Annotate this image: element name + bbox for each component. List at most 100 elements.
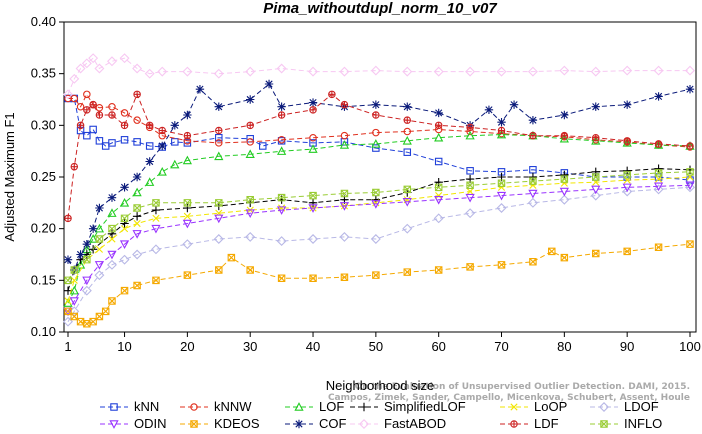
point-knnw-3 — [83, 90, 91, 99]
legend-marker-ldf — [510, 420, 518, 428]
point-odin-4 — [107, 250, 117, 260]
series-line-inflo — [67, 171, 691, 281]
point-inflo-23 — [654, 169, 663, 177]
series-ldf — [64, 90, 694, 223]
legend-label-knnw: kNNW — [214, 399, 252, 414]
point-kdeos-26 — [592, 249, 600, 258]
point-kdeos-22 — [497, 261, 506, 269]
point-ldf-3 — [83, 106, 91, 114]
point-fastabod-19 — [433, 66, 444, 77]
x-tick-label-8: 80 — [557, 339, 571, 354]
legend-marker-simplifiedlof — [359, 402, 369, 412]
point-fastabod-23 — [559, 65, 570, 76]
point-odin-21 — [591, 185, 601, 195]
point-inflo-16 — [434, 183, 443, 192]
y-tick-label-3: 0.25 — [31, 169, 56, 184]
legend-item-cof: COF — [285, 416, 347, 431]
point-ldof-10 — [245, 231, 256, 242]
point-lof-19 — [402, 135, 412, 145]
point-fastabod-7 — [119, 53, 130, 64]
point-odin-2 — [82, 276, 92, 286]
point-lof-9 — [145, 177, 155, 186]
point-inflo-0 — [64, 276, 72, 285]
point-fastabod-11 — [182, 66, 193, 77]
point-kdeos-7 — [108, 297, 116, 305]
x-tick-label-4: 40 — [306, 339, 320, 354]
point-ldof-11 — [276, 236, 287, 247]
point-odin-11 — [276, 206, 287, 215]
point-simplifiedlof-23 — [622, 166, 632, 175]
point-fastabod-5 — [94, 63, 105, 74]
point-ldf-19 — [403, 116, 412, 124]
point-ldf-28 — [686, 142, 694, 150]
point-cof-22 — [434, 108, 443, 118]
watermark-authors-line: Campos, Zimek, Sander, Campello, Micenko… — [328, 393, 690, 403]
legend-label-cof: COF — [319, 416, 347, 431]
y-tick-label-0: 0.10 — [31, 324, 56, 339]
point-cof-27 — [528, 115, 538, 125]
x-tick-label-7: 70 — [494, 339, 508, 354]
point-kdeos-9 — [133, 281, 141, 290]
point-cof-16 — [264, 79, 274, 89]
legend-item-knn: kNN — [100, 399, 159, 414]
legend-item-loop: LoOP — [500, 399, 567, 414]
point-ldf-6 — [108, 111, 116, 119]
point-simplifiedlof-13 — [308, 198, 318, 208]
point-knn-12 — [171, 138, 179, 146]
series-fastabod — [63, 53, 695, 100]
point-inflo-5 — [120, 214, 129, 223]
point-simplifiedlof-7 — [132, 212, 142, 221]
point-odin-16 — [434, 195, 444, 205]
legend-marker-fastabod — [359, 419, 369, 429]
point-ldf-15 — [309, 106, 317, 114]
legend-marker-lof — [294, 402, 304, 411]
point-lof-20 — [434, 132, 444, 142]
x-tick-label-5: 50 — [369, 339, 383, 354]
point-inflo-21 — [592, 173, 600, 181]
point-ldof-23 — [653, 184, 664, 195]
point-lof-22 — [496, 129, 507, 139]
point-ldf-27 — [654, 140, 663, 148]
point-cof-21 — [403, 102, 412, 111]
y-tick-label-2: 0.20 — [31, 221, 56, 236]
point-ldf-26 — [623, 137, 631, 145]
x-tick-label-9: 90 — [620, 339, 634, 354]
point-ldf-10 — [158, 126, 166, 135]
point-ldof-15 — [402, 223, 413, 234]
point-loop-17 — [466, 187, 474, 196]
point-simplifiedlof-8 — [151, 205, 161, 215]
legend-label-fastabod: FastABOD — [384, 416, 446, 431]
point-knn-13 — [183, 139, 192, 147]
point-ldf-22 — [497, 126, 506, 135]
point-inflo-8 — [183, 199, 192, 207]
x-axis-title: Neighborhood size — [326, 378, 434, 393]
point-knn-7 — [108, 139, 116, 147]
point-ldf-25 — [592, 134, 600, 142]
point-kdeos-2 — [76, 317, 85, 326]
series-loop — [64, 173, 694, 305]
point-loop-0 — [64, 297, 72, 305]
legend-label-loop: LoOP — [534, 399, 567, 414]
point-loop-7 — [152, 214, 160, 222]
point-odin-8 — [182, 219, 192, 229]
point-fastabod-18 — [402, 66, 413, 77]
point-lof-6 — [107, 208, 117, 217]
point-ldof-0 — [63, 316, 73, 327]
point-ldf-18 — [372, 111, 380, 119]
point-ldof-20 — [559, 194, 570, 205]
x-tick-label-6: 60 — [431, 339, 445, 354]
legend-marker-loop — [510, 403, 518, 411]
point-knn-16 — [259, 142, 267, 150]
point-knn-23 — [466, 167, 474, 175]
point-cof-32 — [685, 84, 695, 94]
point-kdeos-1 — [70, 312, 79, 321]
x-tick-label-3: 30 — [243, 339, 257, 354]
point-ldof-5 — [119, 254, 130, 265]
point-odin-1 — [69, 297, 79, 306]
point-cof-15 — [246, 95, 255, 104]
point-odin-15 — [402, 198, 412, 207]
point-ldf-11 — [183, 131, 192, 140]
point-odin-23 — [653, 182, 664, 192]
point-odin-22 — [622, 183, 632, 193]
